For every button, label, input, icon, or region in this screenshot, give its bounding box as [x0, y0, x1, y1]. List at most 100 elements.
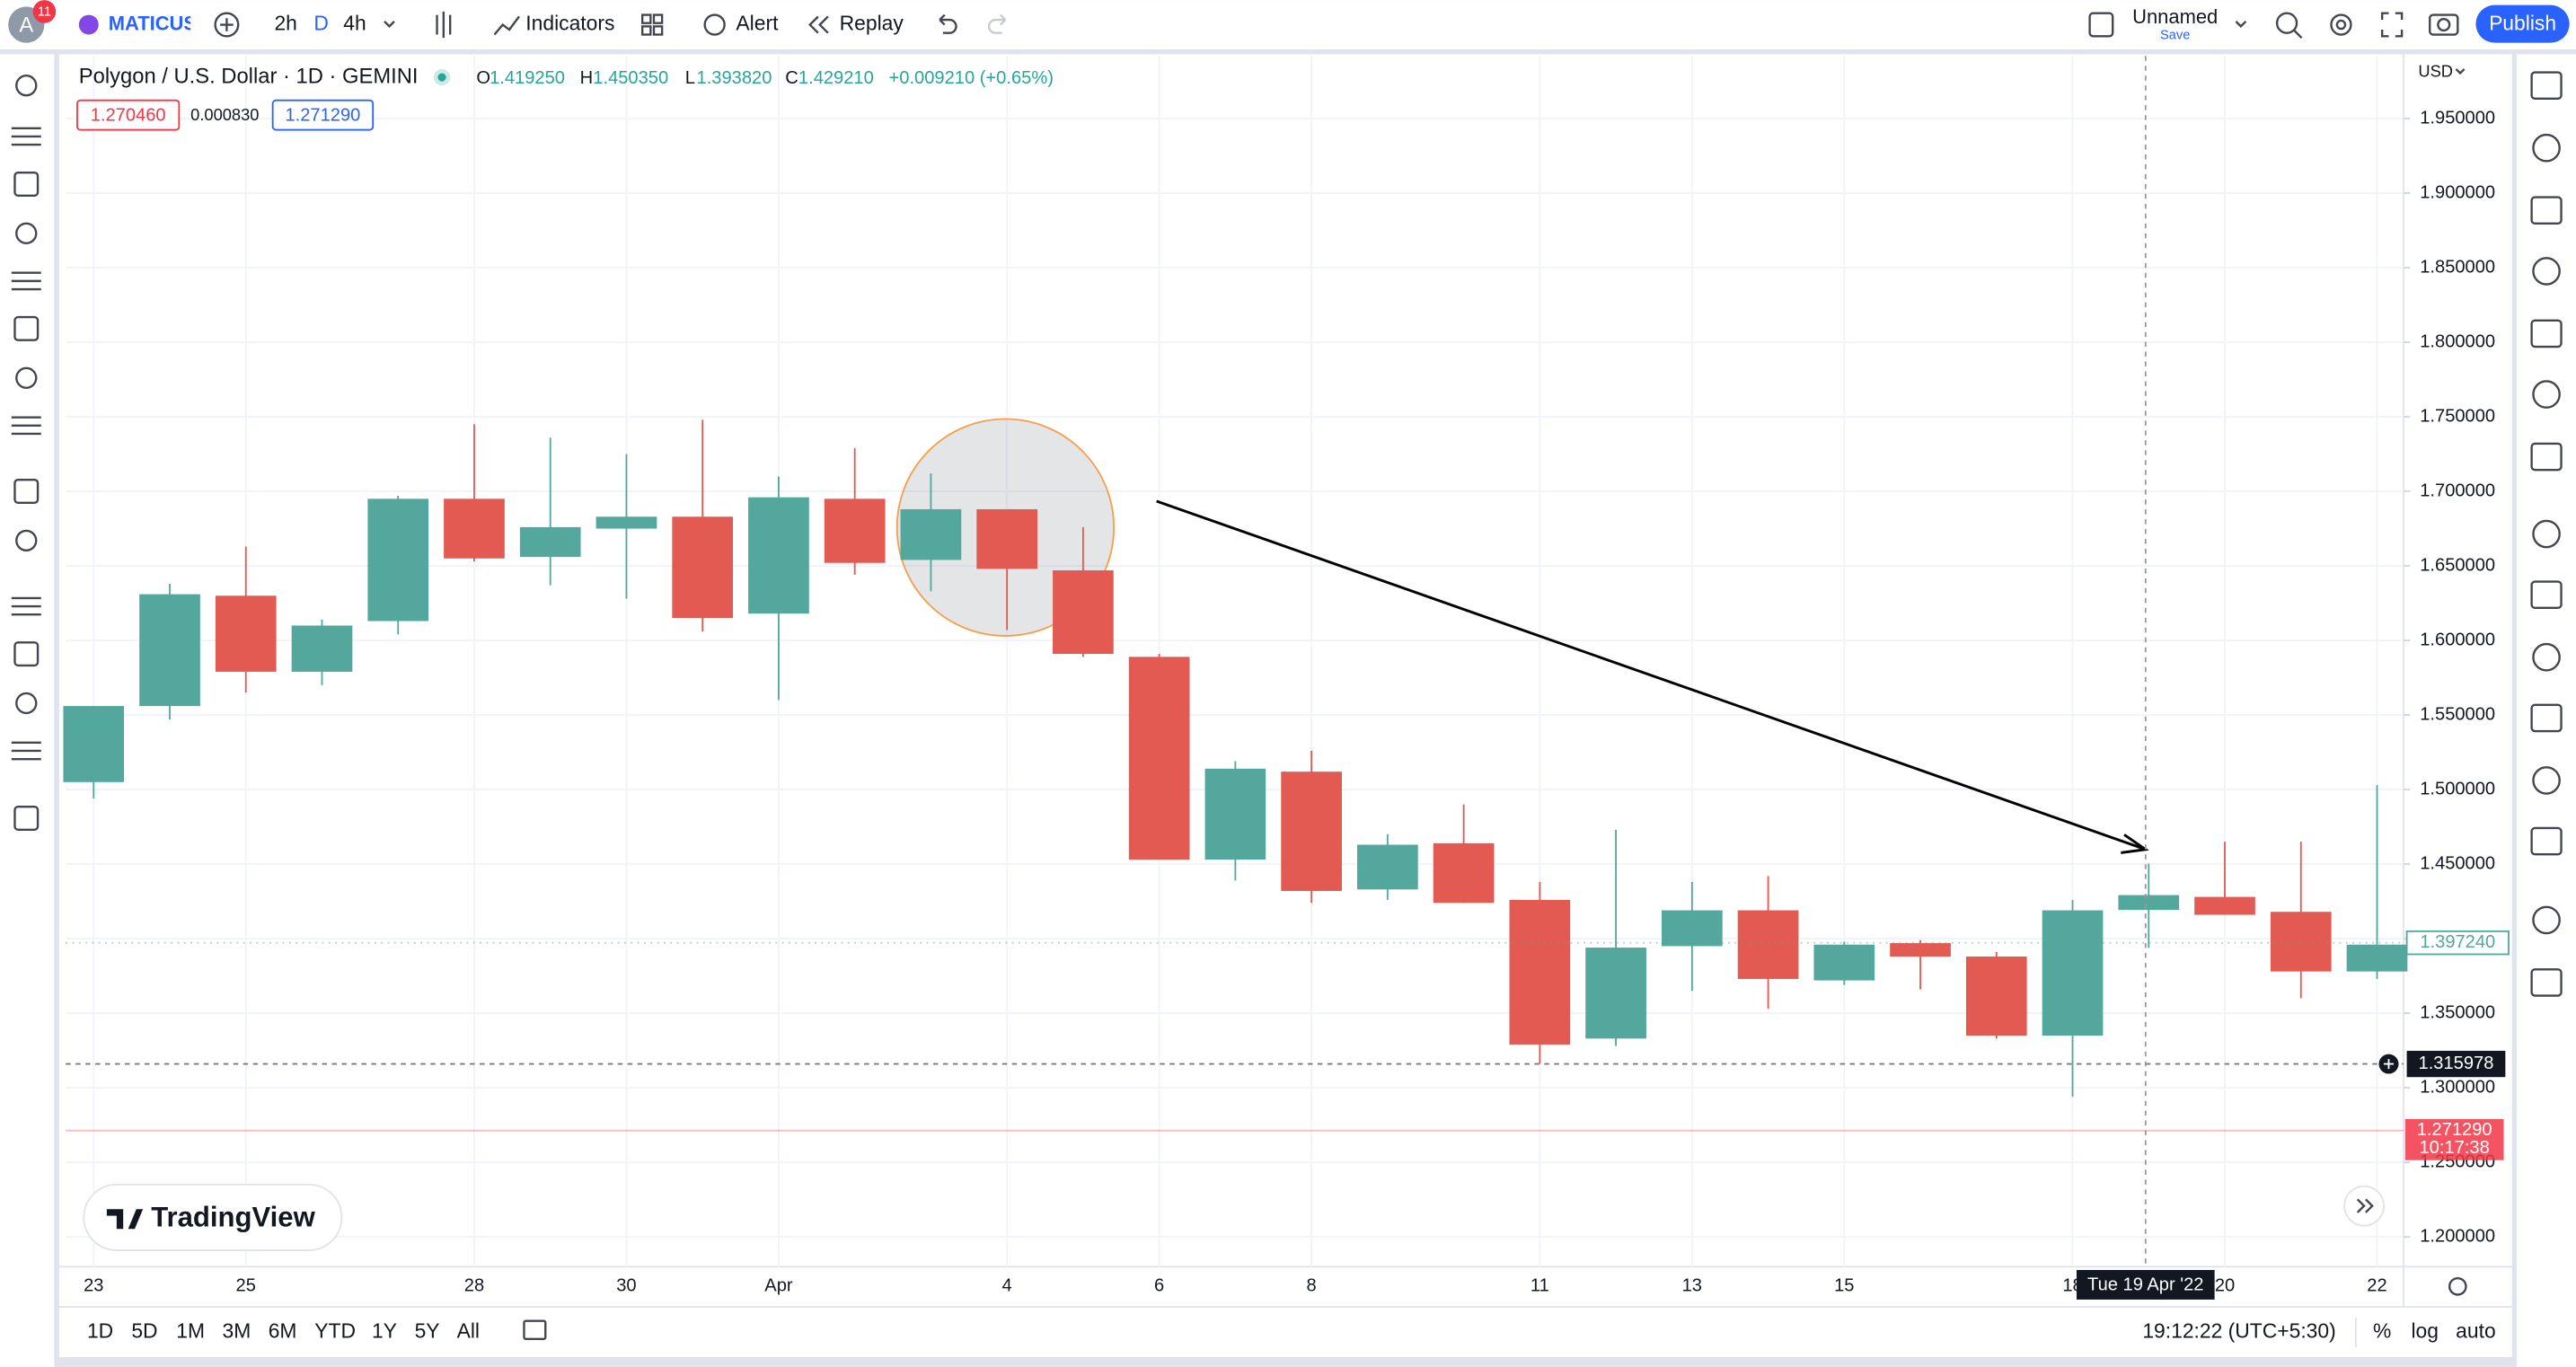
widget-icon[interactable] — [2532, 133, 2561, 163]
search-handle — [2292, 29, 2303, 40]
candle-body — [1433, 842, 1495, 904]
tool-icon[interactable] — [13, 171, 40, 197]
range-button[interactable]: 6M — [269, 1319, 297, 1343]
percent-toggle[interactable]: % — [2373, 1319, 2391, 1343]
tool-icon[interactable] — [13, 315, 40, 341]
undo[interactable] — [939, 13, 957, 34]
alert[interactable]: Alert — [736, 12, 779, 35]
range-button[interactable]: 1M — [176, 1319, 205, 1343]
symbol[interactable]: MATICUS — [109, 12, 197, 34]
tool-icon[interactable] — [13, 805, 40, 831]
widget-icon[interactable] — [2530, 826, 2563, 856]
widget-icon[interactable] — [2530, 196, 2563, 225]
widget-icon[interactable] — [2532, 380, 2561, 409]
interval[interactable]: D — [313, 12, 329, 35]
interval[interactable]: 4h — [343, 12, 366, 35]
tool-icon[interactable] — [11, 127, 41, 146]
layout-name[interactable]: Unnamed — [2132, 5, 2218, 28]
tool-icon[interactable] — [15, 529, 38, 552]
range-button[interactable]: 5Y — [415, 1319, 440, 1343]
templates[interactable] — [640, 13, 652, 24]
tool-icon[interactable] — [13, 479, 40, 504]
search[interactable] — [2275, 12, 2298, 34]
publish-button[interactable] — [2475, 4, 2570, 43]
range-button[interactable]: 5D — [131, 1319, 157, 1343]
tool-icon[interactable] — [15, 75, 38, 97]
candle-body — [2346, 944, 2408, 972]
y-tick-label: 1.900000 — [2420, 182, 2495, 202]
currency[interactable]: USD — [2418, 61, 2453, 80]
chart-pane — [58, 54, 2512, 1307]
widget-icon[interactable] — [2530, 580, 2563, 610]
range-button[interactable]: 3M — [223, 1319, 251, 1343]
y-tick-label: 1.750000 — [2420, 406, 2495, 426]
candle-body — [444, 498, 505, 559]
widget-icon[interactable] — [2532, 642, 2561, 672]
save[interactable]: Save — [2160, 28, 2190, 42]
last-price-label: 1.397240 — [2420, 932, 2495, 952]
widget-icon[interactable] — [2530, 968, 2563, 997]
candle-body — [63, 706, 125, 782]
candle-body — [139, 594, 200, 707]
candle-body — [2118, 895, 2180, 911]
range-button[interactable]: All — [457, 1319, 480, 1343]
settings[interactable] — [2330, 13, 2352, 36]
candle-body — [2194, 896, 2255, 915]
axis-settings[interactable] — [2448, 1276, 2467, 1296]
badge — [32, 0, 57, 23]
fullscreen[interactable] — [2380, 12, 2404, 38]
auto-toggle[interactable]: auto — [2456, 1319, 2496, 1343]
widget-icon[interactable] — [2532, 257, 2561, 286]
tool-icon[interactable] — [15, 692, 38, 715]
crosshair-date: Tue 19 Apr '22 — [2087, 1275, 2203, 1295]
chevron[interactable] — [384, 21, 395, 29]
widget-icon[interactable] — [2530, 71, 2563, 101]
snapshot[interactable] — [2429, 13, 2459, 36]
widget-icon[interactable] — [2532, 519, 2561, 549]
ask: 1.271290 — [285, 105, 360, 125]
candle-body — [367, 498, 429, 622]
candle-body — [1357, 844, 1418, 890]
widget-icon[interactable] — [2530, 319, 2563, 348]
spread: 0.000830 — [190, 105, 259, 124]
top-bar — [0, 0, 2576, 49]
goto-date[interactable] — [523, 1319, 547, 1340]
logo-box[interactable] — [83, 1183, 343, 1251]
redo[interactable] — [987, 13, 1007, 34]
tool-icon[interactable] — [11, 416, 41, 436]
interval[interactable]: 2h — [274, 12, 296, 35]
tool-icon[interactable] — [11, 596, 41, 616]
add-symbol[interactable] — [214, 12, 240, 38]
alert-countdown: 10:17:38 — [2420, 1138, 2490, 1158]
range-button[interactable]: YTD — [314, 1319, 356, 1343]
layout-icon[interactable] — [2088, 12, 2114, 38]
replay[interactable]: Replay — [840, 12, 904, 35]
tool-icon[interactable] — [15, 366, 38, 389]
widget-icon[interactable] — [2532, 905, 2561, 935]
indicators[interactable]: Indicators — [525, 12, 614, 35]
range-buttons: 1D 5D 1M 3M 6M YTD 1Y 5Y All — [87, 1319, 480, 1343]
widget-icon[interactable] — [2530, 703, 2563, 733]
templates — [652, 25, 664, 36]
tool-icon[interactable] — [11, 271, 41, 291]
chart-type[interactable] — [436, 11, 452, 39]
tool-icon[interactable] — [11, 741, 41, 761]
range-button[interactable]: 1Y — [372, 1319, 397, 1343]
chevron[interactable] — [2235, 21, 2247, 29]
widget-icon[interactable] — [2530, 442, 2563, 472]
x-tick-label: 28 — [464, 1276, 484, 1296]
candles — [63, 419, 2408, 1098]
widget-icon[interactable] — [2532, 766, 2561, 795]
y-tick-label: 1.850000 — [2420, 257, 2495, 277]
ask-box[interactable] — [271, 99, 375, 131]
tool-icon[interactable] — [15, 222, 38, 244]
y-tick-label: 1.300000 — [2420, 1077, 2495, 1097]
tool-icon[interactable] — [13, 641, 40, 667]
arrow-drawing[interactable] — [1156, 499, 2147, 851]
bid-box[interactable] — [76, 99, 181, 131]
candle-body — [519, 526, 581, 558]
range-button[interactable]: 1D — [87, 1319, 113, 1343]
add-icon — [220, 18, 234, 31]
log-toggle[interactable]: log — [2411, 1319, 2439, 1343]
